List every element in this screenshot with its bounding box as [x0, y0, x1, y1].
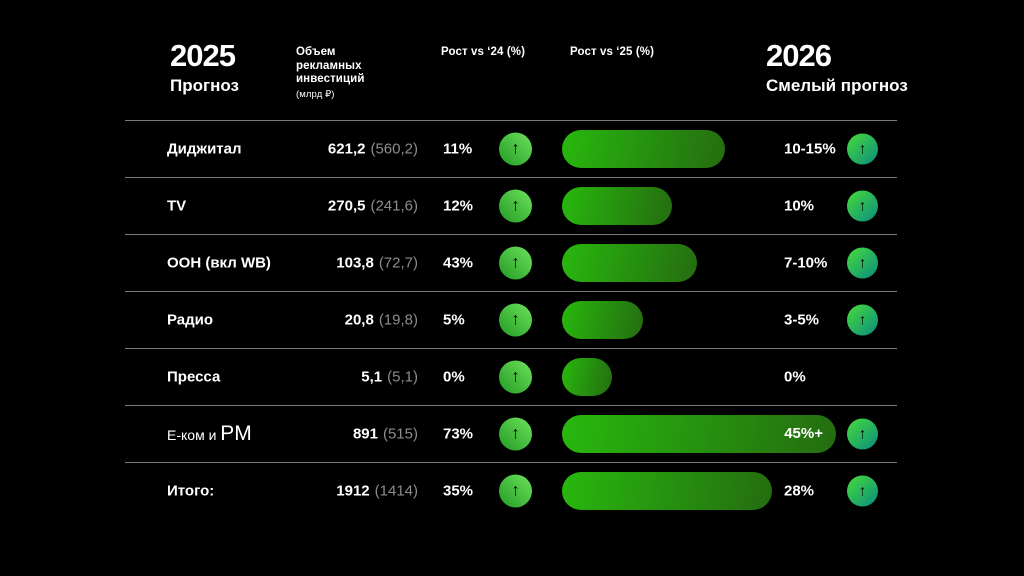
- growth-vs-24-value: 73%: [443, 425, 474, 442]
- row-divider: [125, 177, 897, 178]
- table-row: Радио 20,8 (19,8) 5% ↑ 3-5% ↑: [0, 291, 1024, 348]
- value-2025: 5,1: [361, 368, 383, 385]
- value-previous: (241,6): [370, 197, 418, 214]
- value-previous: (560,2): [370, 140, 418, 157]
- row-value: 621,2 (560,2): [240, 140, 418, 157]
- value-2025: 20,8: [344, 311, 374, 328]
- row-divider: [125, 234, 897, 235]
- row-value: 20,8 (19,8): [240, 311, 418, 328]
- growth-bar: [562, 300, 643, 339]
- table-row: Итого: 1912 (1414) 35% ↑ 28% ↑: [0, 462, 1024, 519]
- row-label: OOH (вкл WB): [167, 254, 271, 271]
- growth-vs-24-value: 0%: [443, 368, 465, 385]
- value-previous: (72,7): [378, 254, 418, 271]
- row-label: Итого:: [167, 482, 214, 499]
- row-label: Радио: [167, 311, 213, 328]
- row-label: Пресса: [167, 368, 220, 385]
- value-2025: 1912: [336, 482, 370, 499]
- value-2025: 891: [352, 425, 378, 442]
- up-arrow-icon: ↑: [499, 303, 532, 336]
- growth-vs-24-value: 11%: [443, 140, 473, 157]
- column-header-volume-text: Объем рекламных инвестиций: [296, 46, 365, 85]
- up-arrow-icon: ↑: [499, 246, 532, 279]
- growth-vs-24-value: 12%: [443, 197, 474, 214]
- up-arrow-icon: ↑: [847, 475, 878, 506]
- up-arrow-icon: ↑: [499, 189, 532, 222]
- row-value: 103,8 (72,7): [240, 254, 418, 271]
- value-2025: 270,5: [327, 197, 366, 214]
- row-label-text: TV: [167, 197, 187, 214]
- up-arrow-icon: ↑: [499, 132, 532, 165]
- table-row: Пресса 5,1 (5,1) 0% ↑ 0%: [0, 348, 1024, 405]
- growth-vs-24-value: 5%: [443, 311, 465, 328]
- column-header-growth-vs-24: Рост vs ‘24 (%): [441, 46, 526, 58]
- growth-2026-value: 7-10%: [784, 254, 828, 271]
- row-label-text: Пресса: [167, 368, 221, 385]
- up-arrow-icon: ↑: [847, 190, 878, 221]
- row-label-text: Е-ком и: [167, 426, 221, 443]
- growth-bar: 45%+: [562, 414, 836, 453]
- growth-bar: [562, 186, 672, 225]
- table-row: Е-ком и РМ 891 (515) 73% ↑ 45%+ ↑: [0, 405, 1024, 462]
- row-divider: [125, 405, 897, 406]
- growth-bar: [562, 357, 612, 396]
- growth-bar: [562, 129, 725, 168]
- row-label-text: Диджитал: [167, 140, 242, 157]
- table-row: OOH (вкл WB) 103,8 (72,7) 43% ↑ 7-10% ↑: [0, 234, 1024, 291]
- row-label: TV: [167, 197, 186, 214]
- growth-2026-value: 0%: [784, 368, 806, 385]
- up-arrow-icon: ↑: [847, 418, 878, 449]
- up-arrow-icon: ↑: [847, 247, 878, 278]
- growth-bar: [562, 243, 697, 282]
- value-previous: (515): [382, 425, 418, 442]
- row-value: 891 (515): [240, 425, 418, 442]
- subtitle-2026: Смелый прогноз: [766, 76, 908, 95]
- table-body: Диджитал 621,2 (560,2) 11% ↑ 10-15% ↑ TV 270,5 (2…: [0, 120, 1024, 519]
- up-arrow-icon: ↑: [499, 474, 532, 507]
- row-divider: [125, 348, 897, 349]
- year-2025-title: 2025: [170, 38, 236, 73]
- row-value: 270,5 (241,6): [240, 197, 418, 214]
- growth-2026-value: 3-5%: [784, 311, 820, 328]
- row-label: Е-ком и РМ: [167, 422, 252, 446]
- growth-vs-24-value: 43%: [443, 254, 474, 271]
- growth-bar: [562, 471, 772, 510]
- growth-2026-value: 28%: [784, 482, 815, 499]
- table-row: TV 270,5 (241,6) 12% ↑ 10% ↑: [0, 177, 1024, 234]
- growth-bar-label: 45%+: [784, 425, 823, 442]
- year-2026-title: 2026: [766, 38, 832, 73]
- row-label: Диджитал: [167, 140, 242, 157]
- table-row: Диджитал 621,2 (560,2) 11% ↑ 10-15% ↑: [0, 120, 1024, 177]
- row-value: 1912 (1414): [240, 482, 418, 499]
- column-header-volume: Объем рекламных инвестиций (млрд ₽): [296, 46, 382, 101]
- row-divider: [125, 291, 897, 292]
- up-arrow-icon: ↑: [499, 360, 532, 393]
- value-2025: 103,8: [336, 254, 374, 271]
- column-header-volume-unit: (млрд ₽): [296, 88, 335, 100]
- up-arrow-icon: ↑: [847, 304, 878, 335]
- row-label-text: Итого:: [167, 482, 215, 499]
- value-previous: (5,1): [387, 368, 418, 385]
- row-label-text: OOH (вкл WB): [167, 254, 271, 271]
- value-previous: (1414): [374, 482, 418, 499]
- growth-2026-value: 10%: [784, 197, 815, 214]
- column-header-growth-vs-25: Рост vs ‘25 (%): [570, 46, 655, 58]
- row-divider: [125, 120, 897, 121]
- value-2025: 621,2: [327, 140, 366, 157]
- subtitle-2025: Прогноз: [170, 76, 239, 95]
- row-divider: [125, 462, 897, 463]
- row-value: 5,1 (5,1): [240, 368, 418, 385]
- value-previous: (19,8): [378, 311, 418, 328]
- growth-2026-value: 10-15%: [784, 140, 836, 157]
- up-arrow-icon: ↑: [847, 133, 878, 164]
- up-arrow-icon: ↑: [499, 417, 532, 450]
- row-label-text: Радио: [167, 311, 214, 328]
- row-label-big: РМ: [220, 421, 252, 445]
- growth-vs-24-value: 35%: [443, 482, 474, 499]
